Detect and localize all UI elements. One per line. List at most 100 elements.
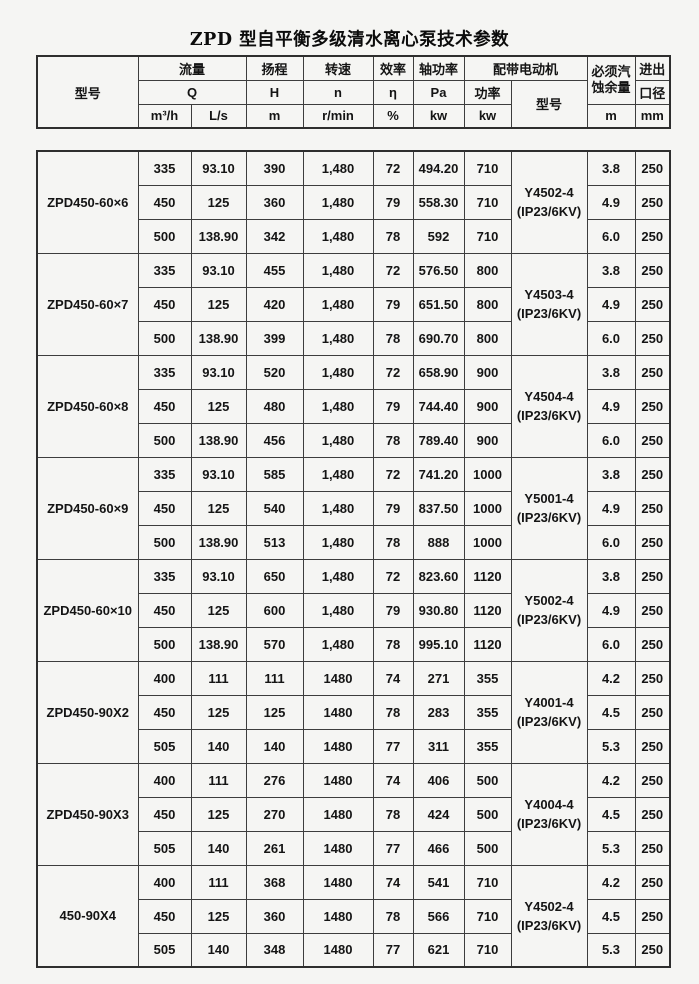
motor-model-cell: Y4502-4 (IP23/6KV) <box>510 864 588 968</box>
port-diameter-cell: 250 <box>634 456 671 492</box>
port-diameter-cell: 250 <box>634 864 671 900</box>
pump-model-cell: ZPD450-60×7 <box>36 252 139 356</box>
npsh-cell: 3.8 <box>586 354 636 390</box>
shaft-power-cell: 271 <box>412 660 465 696</box>
col-header-port-line1: 进出 <box>634 55 671 81</box>
motor-power-cell: 1120 <box>463 592 512 628</box>
motor-model-name: Y4502-4 <box>524 898 574 914</box>
efficiency-cell: 79 <box>372 592 414 628</box>
flow-symbol: Q <box>137 79 247 105</box>
efficiency-cell: 78 <box>372 796 414 832</box>
efficiency-cell: 77 <box>372 932 414 968</box>
efficiency-cell: 78 <box>372 422 414 458</box>
motor-model-cell: Y4504-4 (IP23/6KV) <box>510 354 588 458</box>
speed-cell: 1480 <box>302 694 374 730</box>
motor-power-cell: 1000 <box>463 456 512 492</box>
col-header-efficiency: 效率 <box>372 55 414 81</box>
shaft-power-cell: 744.40 <box>412 388 465 424</box>
flow-ls-cell: 111 <box>190 864 247 900</box>
motor-model-spec: (IP23/6KV) <box>516 204 582 220</box>
motor-power-cell: 710 <box>463 184 512 220</box>
flow-m3h-cell: 450 <box>137 592 192 628</box>
efficiency-cell: 72 <box>372 558 414 594</box>
spec-row: 450 125 360 1480 78 566 710 4.5 250 <box>37 898 671 934</box>
flow-ls-cell: 125 <box>190 694 247 730</box>
motor-model-name: Y4001-4 <box>524 695 574 710</box>
head-cell: 480 <box>245 388 304 424</box>
npsh-cell: 4.5 <box>586 898 636 934</box>
spec-row: 450-90X4 400 111 368 1480 74 541 710 Y4502-4 (IP2… <box>36 864 671 968</box>
efficiency-cell: 72 <box>372 354 414 390</box>
speed-cell: 1480 <box>302 898 374 934</box>
shaft-power-cell: 823.60 <box>412 558 465 594</box>
flow-m3h-cell: 450 <box>137 286 192 322</box>
motor-power-cell: 710 <box>463 864 512 900</box>
unit-shaft-power: kw <box>412 103 465 129</box>
npsh-cell: 4.9 <box>586 184 636 220</box>
flow-m3h-cell: 450 <box>137 694 192 730</box>
npsh-cell: 6.0 <box>586 524 636 560</box>
npsh-cell: 3.8 <box>586 150 636 186</box>
motor-power-cell: 800 <box>463 252 512 288</box>
motor-power-cell: 1120 <box>463 558 512 594</box>
speed-cell: 1,480 <box>302 150 374 186</box>
flow-m3h-cell: 500 <box>137 218 192 254</box>
head-cell: 111 <box>245 660 304 696</box>
shaft-power-cell: 311 <box>412 728 465 764</box>
npsh-cell: 6.0 <box>586 218 636 254</box>
motor-power-cell: 900 <box>463 354 512 390</box>
efficiency-cell: 79 <box>372 184 414 220</box>
npsh-cell: 6.0 <box>586 422 636 458</box>
flow-ls-cell: 125 <box>190 796 247 832</box>
port-diameter-cell: 250 <box>634 796 671 832</box>
flow-ls-cell: 138.90 <box>190 626 247 662</box>
port-diameter-cell: 250 <box>634 422 671 458</box>
efficiency-cell: 79 <box>372 490 414 526</box>
npsh-cell: 4.9 <box>586 286 636 322</box>
spec-row: 450 125 480 1,480 79 744.40 900 4.9 250 <box>37 388 671 424</box>
speed-symbol: n <box>302 79 374 105</box>
col-header-shaft-power: 轴功率 <box>412 55 465 81</box>
head-cell: 520 <box>245 354 304 390</box>
port-diameter-cell: 250 <box>634 388 671 424</box>
flow-m3h-cell: 335 <box>137 558 192 594</box>
flow-m3h-cell: 450 <box>137 490 192 526</box>
port-diameter-cell: 250 <box>634 898 671 934</box>
efficiency-cell: 78 <box>372 218 414 254</box>
npsh-cell: 6.0 <box>586 626 636 662</box>
col-header-motor: 配带电动机 <box>463 55 588 81</box>
col-header-head: 扬程 <box>245 55 304 81</box>
head-cell: 600 <box>245 592 304 628</box>
spec-row: 500 138.90 456 1,480 78 789.40 900 6.0 250 <box>37 422 671 458</box>
shaft-power-cell: 541 <box>412 864 465 900</box>
speed-cell: 1480 <box>302 660 374 696</box>
flow-m3h-cell: 335 <box>137 456 192 492</box>
motor-model-spec: (IP23/6KV) <box>516 714 582 729</box>
speed-cell: 1,480 <box>302 456 374 492</box>
unit-head: m <box>245 103 304 129</box>
motor-power-cell: 355 <box>463 694 512 730</box>
motor-power-cell: 1000 <box>463 524 512 560</box>
flow-ls-cell: 140 <box>190 728 247 764</box>
npsh-cell: 4.2 <box>586 762 636 798</box>
spec-row: ZPD450-60×6 335 93.10 390 1,480 72 494.20 710 Y4… <box>36 150 671 254</box>
flow-m3h-cell: 505 <box>137 932 192 968</box>
head-cell: 261 <box>245 830 304 866</box>
motor-model-name: Y4502-4 <box>524 185 574 201</box>
flow-m3h-cell: 400 <box>137 864 192 900</box>
shaft-power-cell: 406 <box>412 762 465 798</box>
speed-cell: 1,480 <box>302 184 374 220</box>
spec-body-table: ZPD450-60×6 335 93.10 390 1,480 72 494.20 710 Y4… <box>36 150 671 968</box>
speed-cell: 1,480 <box>302 626 374 662</box>
spec-row: ZPD450-90X2 400 111 111 1480 74 271 355 Y4001-4(… <box>36 660 671 764</box>
col-header-npsh: 必须汽 蚀余量 <box>586 55 636 105</box>
flow-m3h-cell: 335 <box>137 252 192 288</box>
spec-row: 505 140 348 1480 77 621 710 5.3 250 <box>37 932 671 968</box>
spec-row: 450 125 540 1,480 79 837.50 1000 4.9 250 <box>37 490 671 526</box>
head-cell: 360 <box>245 184 304 220</box>
port-diameter-cell: 250 <box>634 320 671 356</box>
pump-model-cell: ZPD450-90X2 <box>36 660 139 764</box>
motor-power-cell: 1120 <box>463 626 512 662</box>
pump-model-cell: ZPD450-60×8 <box>36 354 139 458</box>
head-cell: 125 <box>245 694 304 730</box>
